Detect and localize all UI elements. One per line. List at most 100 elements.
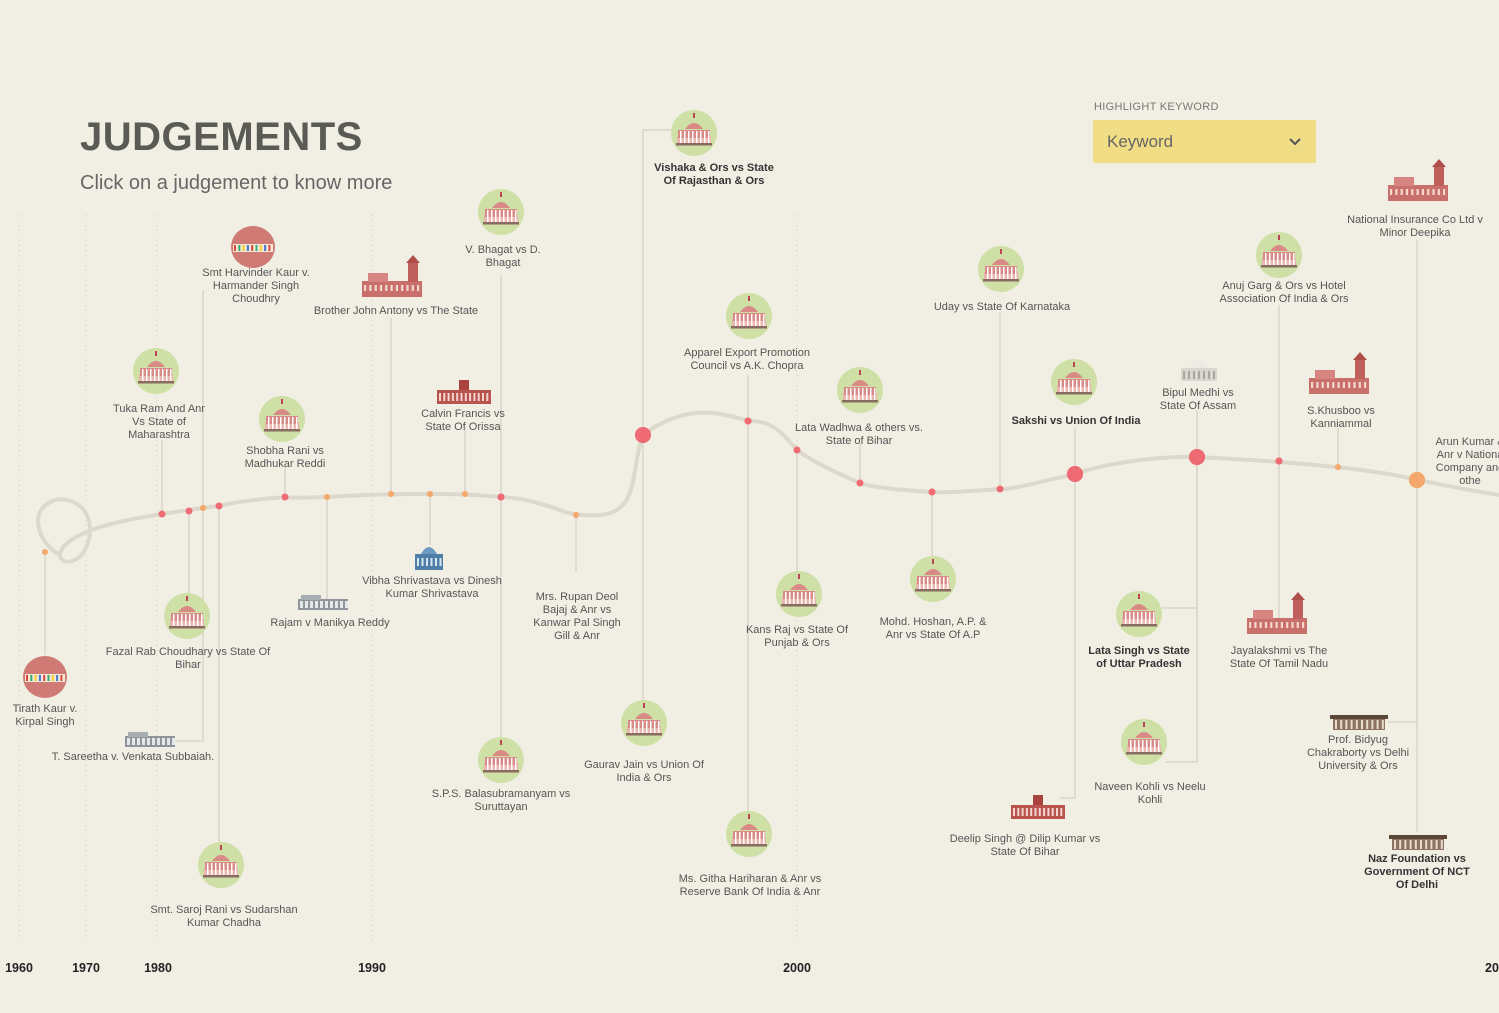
timeline-marker[interactable] (996, 485, 1004, 493)
timeline-marker[interactable] (1409, 472, 1425, 488)
judgement-label-line: Council vs A.K. Chopra (690, 360, 804, 372)
timeline-marker[interactable] (1189, 449, 1205, 465)
judgement-node-harvinder-kaur[interactable]: Smt Harvinder Kaur v. Harmander Singh Chou… (202, 226, 310, 305)
supreme-court-icon (478, 189, 524, 235)
judgement-label-line: State Of Assam (1160, 400, 1236, 412)
timeline-marker[interactable] (1275, 457, 1283, 465)
judgement-label: Tirath Kaur v. Kirpal Singh (13, 703, 78, 728)
judgement-node-sps[interactable]: S.P.S. Balasubramanyam vs Suruttayan (432, 737, 571, 813)
judgement-label: Smt. Saroj Rani vs Sudarshan Kumar Chadha (150, 904, 297, 929)
timeline-marker[interactable] (497, 493, 505, 501)
judgement-label: S.Khusboo vs Kanniammal (1307, 405, 1375, 430)
connector-line (1166, 457, 1198, 763)
judgement-label-line: Mrs. Rupan Deol (536, 591, 619, 603)
judgement-node-lata-wadhwa[interactable]: Lata Wadhwa & others vs. State of Bihar (795, 367, 923, 447)
judgement-label-line: Of Rajasthan & Ors (664, 175, 765, 187)
keyword-dropdown-value: Keyword (1107, 131, 1174, 151)
judgement-node-khusboo[interactable]: S.Khusboo vs Kanniammal (1307, 352, 1375, 430)
judgement-label-line: Kirpal Singh (15, 716, 74, 728)
judgement-label: Naz Foundation vs Government Of NCT Of Del… (1364, 853, 1470, 891)
supreme-court-icon (133, 348, 179, 394)
judgement-label-line: Gaurav Jain vs Union Of (584, 759, 705, 771)
timeline-marker[interactable] (928, 488, 936, 496)
white-dome-icon (1181, 360, 1217, 381)
timeline-marker[interactable] (744, 417, 752, 425)
year-tick-label: 1990 (358, 961, 386, 975)
timeline-marker[interactable] (215, 502, 223, 510)
supreme-court-icon (198, 842, 244, 888)
judgement-node-rajam[interactable]: Rajam v Manikya Reddy (270, 595, 390, 629)
timeline-marker[interactable] (200, 505, 206, 511)
timeline-marker[interactable] (573, 512, 579, 518)
timeline-curve (36, 410, 1499, 564)
judgement-node-githa[interactable]: Ms. Githa Hariharan & Anr vs Reserve Bank… (679, 811, 822, 898)
timeline-marker[interactable] (1067, 466, 1083, 482)
judgement-label-line: Apparel Export Promotion (684, 347, 810, 359)
judgement-node-anuj-garg[interactable]: Anuj Garg & Ors vs Hotel Association Of I… (1220, 232, 1349, 305)
judgement-node-vibha[interactable]: Vibha Shrivastava vs Dinesh Kumar Shrivas… (362, 547, 502, 600)
judgement-node-shobha-rani[interactable]: Shobha Rani vs Madhukar Reddi (245, 396, 326, 470)
judgement-node-hoshan[interactable]: Mohd. Hoshan, A.P. & Anr vs State Of A.P (880, 556, 987, 641)
judgement-label: Anuj Garg & Ors vs Hotel Association Of I… (1220, 280, 1349, 305)
judgement-label-line: Bihar (175, 659, 201, 671)
judgement-label-line: Chakraborty vs Delhi (1307, 747, 1409, 759)
timeline-marker[interactable] (324, 494, 330, 500)
timeline-marker[interactable] (185, 507, 193, 515)
judgement-node-john-antony[interactable]: Brother John Antony vs The State (314, 255, 478, 317)
judgement-node-kans-raj[interactable]: Kans Raj vs State Of Punjab & Ors (746, 571, 849, 649)
judgement-node-saroj-rani[interactable]: Smt. Saroj Rani vs Sudarshan Kumar Chadha (150, 842, 298, 929)
timeline-marker[interactable] (793, 446, 801, 454)
judgement-node-vishaka[interactable]: Vishaka & Ors vs State Of Rajasthan & Ors (654, 110, 774, 187)
judgement-node-naveen[interactable]: Naveen Kohli vs Neelu Kohli (1094, 719, 1206, 806)
judgement-node-bipul[interactable]: Bipul Medhi vs State Of Assam (1160, 360, 1236, 412)
timeline-marker[interactable] (388, 491, 394, 497)
judgement-node-arun-kumar[interactable]: Arun Kumar & Anr v Nationa Company and othe (1435, 436, 1499, 487)
judgement-node-sakshi[interactable]: Sakshi vs Union Of India (1012, 359, 1142, 427)
judgement-node-bidyug[interactable]: Prof. Bidyug Chakraborty vs Delhi Universi… (1307, 715, 1409, 772)
connector-line (176, 508, 204, 742)
judgement-node-uday[interactable]: Uday vs State Of Karnataka (934, 246, 1071, 313)
timeline-marker[interactable] (427, 491, 433, 497)
judgement-node-gaurav-jain[interactable]: Gaurav Jain vs Union Of India & Ors (584, 700, 705, 784)
judgement-label: Lata Singh vs State of Uttar Pradesh (1088, 645, 1189, 670)
timeline-marker[interactable] (635, 427, 651, 443)
judgement-label: Tuka Ram And Anr Vs State of Maharashtra (113, 403, 205, 441)
supreme-court-icon (837, 367, 883, 413)
red-palace-icon (1388, 159, 1448, 201)
judgement-node-bhagat[interactable]: V. Bhagat vs D. Bhagat (465, 189, 541, 269)
timeline-marker[interactable] (856, 479, 864, 487)
judgement-label-line: Kumar Chadha (187, 917, 262, 929)
judgement-node-tirath-kaur[interactable]: Tirath Kaur v. Kirpal Singh (13, 656, 78, 728)
judgement-node-fazal-rab[interactable]: Fazal Rab Choudhary vs State Of Bihar (106, 593, 271, 671)
judgement-label: Naveen Kohli vs Neelu Kohli (1094, 781, 1205, 806)
year-tick-label: 1980 (144, 961, 172, 975)
timeline-marker[interactable] (281, 493, 289, 501)
judgement-node-naz[interactable]: Naz Foundation vs Government Of NCT Of Del… (1364, 835, 1470, 891)
judgement-node-sareetha[interactable]: T. Sareetha v. Venkata Subbaiah. (52, 732, 214, 763)
timeline-marker[interactable] (1335, 464, 1341, 470)
timeline-marker[interactable] (42, 549, 48, 555)
judgement-node-lata-singh[interactable]: Lata Singh vs State of Uttar Pradesh (1088, 591, 1190, 670)
judgement-label: Rajam v Manikya Reddy (270, 617, 390, 629)
judgement-node-apparel[interactable]: Apparel Export Promotion Council vs A.K. … (684, 293, 810, 372)
judgement-node-national-insurance[interactable]: National Insurance Co Ltd v Minor Deepika (1347, 159, 1483, 239)
supreme-court-icon (478, 737, 524, 783)
supreme-court-icon (776, 571, 822, 617)
year-tick-label: 20 (1485, 961, 1499, 975)
judgement-node-jayalakshmi[interactable]: Jayalakshmi vs The State Of Tamil Nadu (1230, 592, 1328, 670)
judgement-label: Bipul Medhi vs State Of Assam (1160, 387, 1236, 412)
judgement-label-line: Gill & Anr (554, 630, 600, 642)
judgement-node-rupan-deol[interactable]: Mrs. Rupan Deol Bajaj & Anr vs Kanwar Pal … (533, 591, 620, 642)
judgement-label-line: Anuj Garg & Ors vs Hotel (1222, 280, 1346, 292)
judgement-label-line: Tirath Kaur v. (13, 703, 78, 715)
timeline-marker[interactable] (462, 491, 468, 497)
judgement-node-calvin[interactable]: Calvin Francis vs State Of Orissa (421, 380, 505, 433)
keyword-dropdown[interactable]: Keyword (1093, 120, 1316, 163)
judgement-node-tuka-ram[interactable]: Tuka Ram And Anr Vs State of Maharashtra (113, 348, 205, 441)
judgement-label-line: S.Khusboo vs (1307, 405, 1375, 417)
chevron-down-icon (1289, 137, 1301, 145)
timeline-marker[interactable] (158, 510, 166, 518)
judgement-label-line: Harmander Singh (213, 280, 299, 292)
judgement-label-line: S.P.S. Balasubramanyam vs (432, 788, 571, 800)
judgement-node-deelip[interactable]: Deelip Singh @ Dilip Kumar vs State Of Bi… (950, 795, 1101, 858)
